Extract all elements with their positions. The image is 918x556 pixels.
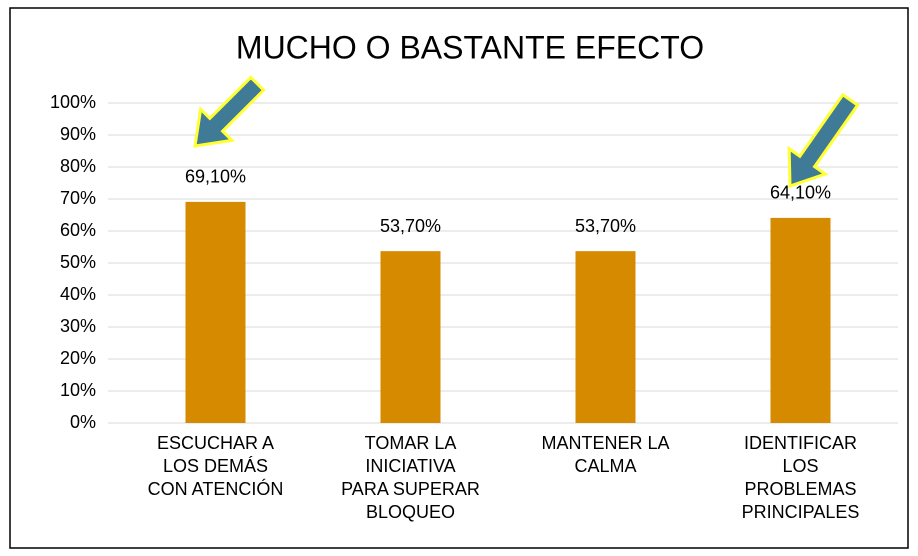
x-tick-label-box: TOMAR LA INICIATIVA PARA SUPERAR BLOQUEO <box>341 433 480 522</box>
bar <box>575 251 636 423</box>
x-tick-label: IDENTIFICAR LOS PROBLEMAS PRINCIPALES <box>741 433 860 522</box>
x-tick-label: MANTENER LA CALMA <box>541 433 670 476</box>
x-tick-label-box: ESCUCHAR A LOS DEMÁS CON ATENCIÓN <box>147 433 284 499</box>
y-tick-label: 80% <box>60 156 96 176</box>
data-label: 53,70% <box>380 216 441 236</box>
arrow <box>193 75 266 148</box>
x-tick-label: ESCUCHAR A LOS DEMÁS CON ATENCIÓN <box>147 433 284 499</box>
y-tick-label: 10% <box>60 380 96 400</box>
arrow <box>787 92 860 189</box>
bar <box>185 201 246 423</box>
y-tick-label: 50% <box>60 252 96 272</box>
y-tick-label: 30% <box>60 316 96 336</box>
data-label: 64,10% <box>770 183 831 203</box>
y-tick-label: 0% <box>70 412 96 432</box>
chart-title: MUCHO O BASTANTE EFECTO <box>236 29 704 65</box>
x-tick-label-box: IDENTIFICAR LOS PROBLEMAS PRINCIPALES <box>741 433 860 522</box>
chart-frame <box>9 7 909 549</box>
x-tick-label: TOMAR LA INICIATIVA PARA SUPERAR BLOQUEO <box>341 433 480 522</box>
y-tick-label: 70% <box>60 188 96 208</box>
y-tick-label: 90% <box>60 124 96 144</box>
x-tick-label-box: MANTENER LA CALMA <box>541 433 670 476</box>
y-tick-label: 60% <box>60 220 96 240</box>
y-tick-label: 40% <box>60 284 96 304</box>
bar <box>770 217 831 423</box>
y-tick-label: 100% <box>50 92 96 112</box>
data-label: 53,70% <box>575 216 636 236</box>
y-tick-label: 20% <box>60 348 96 368</box>
data-label: 69,10% <box>185 167 246 187</box>
arrows <box>193 75 860 189</box>
bar <box>380 251 441 423</box>
